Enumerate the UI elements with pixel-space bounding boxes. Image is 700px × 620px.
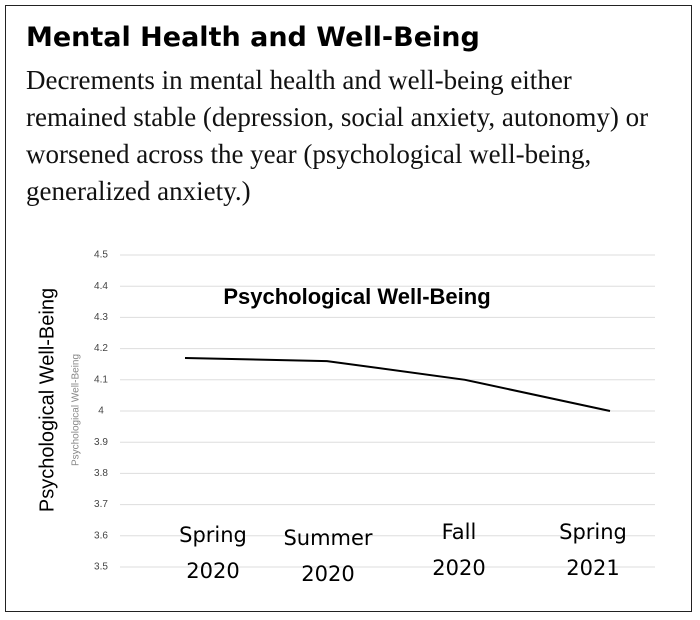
y-tick-label: 3.9 bbox=[94, 437, 108, 448]
y-tick-label: 4 bbox=[98, 406, 104, 417]
chart-title: Psychological Well-Being bbox=[223, 284, 490, 309]
x-tick-label: Fall 2020 bbox=[432, 520, 486, 580]
line bbox=[184, 356, 611, 412]
y-tick-label: 3.5 bbox=[94, 562, 108, 573]
y-tick-label: 4.1 bbox=[94, 374, 108, 385]
y-axis-label: Psychological Well-Being bbox=[36, 288, 58, 512]
y-axis-label-inner: Psychological Well-Being bbox=[71, 354, 82, 466]
y-tick-label: 4.4 bbox=[94, 281, 108, 292]
y-tick-label: 3.7 bbox=[94, 499, 108, 510]
y-tick-label: 4.3 bbox=[94, 312, 108, 323]
y-tick-label: 4.5 bbox=[94, 250, 108, 261]
frame bbox=[5, 5, 692, 612]
x-tick-label: Summer 2020 bbox=[283, 526, 373, 586]
y-tick-label: 3.8 bbox=[94, 468, 108, 479]
y-tick-label: 4.2 bbox=[94, 343, 108, 354]
x-tick-label: Spring 2020 bbox=[179, 523, 247, 583]
heading: Mental Health and Well-Being bbox=[26, 22, 480, 53]
description: Decrements in mental health and well-bei… bbox=[26, 65, 649, 206]
x-tick-label: Spring 2021 bbox=[559, 520, 627, 580]
y-tick-label: 3.6 bbox=[94, 530, 108, 541]
